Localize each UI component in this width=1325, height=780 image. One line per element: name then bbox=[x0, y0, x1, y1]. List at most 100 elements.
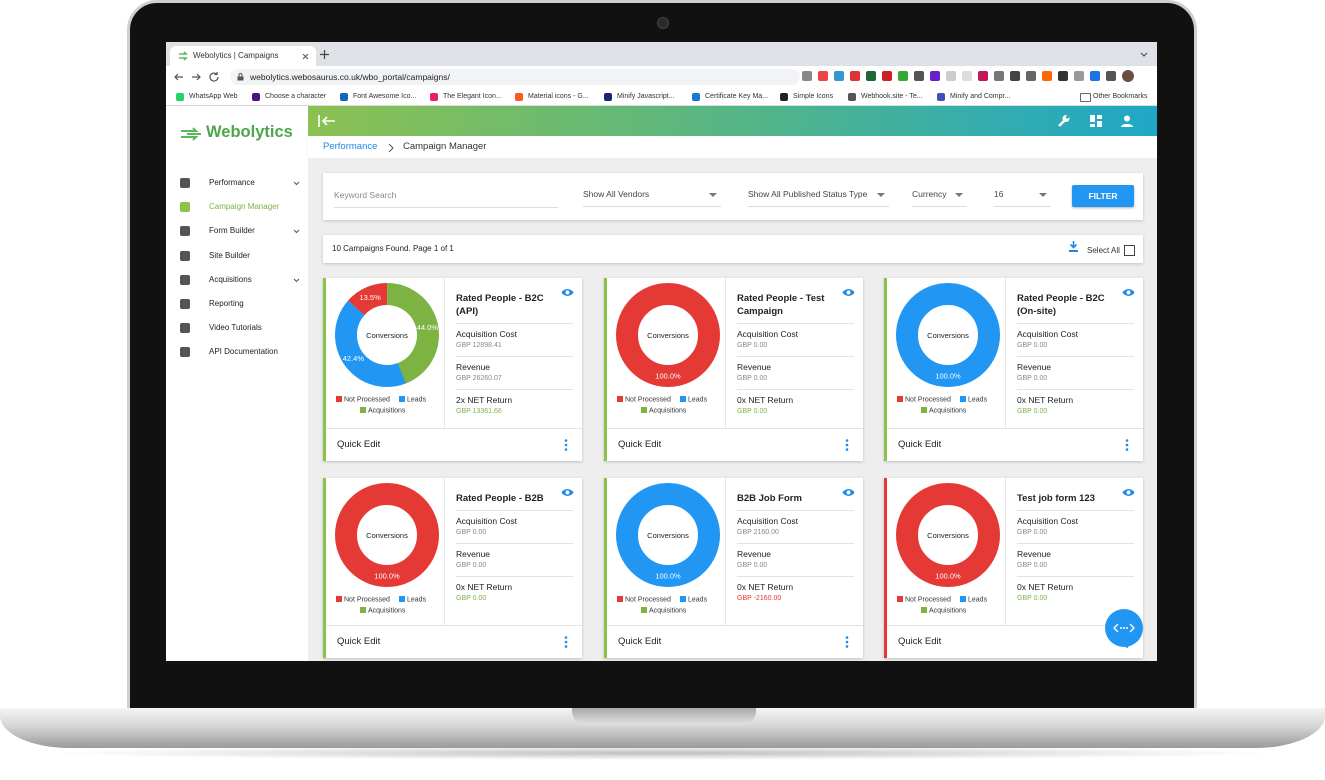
bookmark[interactable]: Minify and Compr... bbox=[950, 93, 1011, 100]
extension-icon[interactable] bbox=[994, 71, 1004, 81]
extension-icon[interactable] bbox=[1090, 71, 1100, 81]
breadcrumb-link[interactable]: Performance bbox=[323, 141, 378, 152]
view-button[interactable] bbox=[1122, 488, 1135, 497]
nav-buttons[interactable] bbox=[174, 72, 222, 82]
view-button[interactable] bbox=[842, 488, 855, 497]
extension-icon[interactable] bbox=[882, 71, 892, 81]
profile-button[interactable] bbox=[1121, 115, 1133, 127]
extension-icon[interactable] bbox=[1106, 71, 1116, 81]
new-tab[interactable] bbox=[320, 50, 329, 59]
filter-button[interactable]: FILTER bbox=[1072, 185, 1134, 207]
status-select[interactable]: Show All Published Status Type bbox=[748, 184, 889, 207]
stat-value: GBP 0.00 bbox=[456, 529, 487, 536]
status-select-text: Show All Published Status Type bbox=[748, 189, 868, 199]
sidebar-item[interactable]: Site Builder bbox=[166, 246, 308, 266]
dashboard-button[interactable] bbox=[1090, 115, 1102, 127]
view-button[interactable] bbox=[842, 288, 855, 297]
dot bbox=[564, 640, 568, 644]
sidebar-item[interactable]: Reporting bbox=[166, 294, 308, 314]
stat: 0x NET Return GBP 0.00 bbox=[737, 390, 854, 422]
extension-icon[interactable] bbox=[850, 71, 860, 81]
extension-icon[interactable] bbox=[834, 71, 844, 81]
extension-icon[interactable] bbox=[1074, 71, 1084, 81]
bookmark[interactable]: WhatsApp Web bbox=[189, 93, 238, 100]
tab-close[interactable] bbox=[302, 53, 309, 60]
bookmark[interactable]: Minify Javascript... bbox=[617, 93, 675, 100]
sidebar-item[interactable]: Acquisitions bbox=[166, 270, 308, 290]
bookmark[interactable]: Webhook.site - Te... bbox=[861, 93, 923, 100]
bookmark[interactable]: Font Awesome Ico... bbox=[353, 93, 417, 100]
bookmarks-bar: WhatsApp Web Choose a character Font Aweso… bbox=[166, 88, 1157, 106]
bookmark[interactable]: Simple Icons bbox=[793, 93, 834, 100]
tab-menu[interactable] bbox=[1140, 52, 1148, 57]
more-button[interactable] bbox=[564, 636, 568, 648]
select-all-checkbox[interactable] bbox=[1124, 245, 1135, 256]
bookmark[interactable]: Certificate Key Ma... bbox=[705, 93, 769, 100]
chevron-path bbox=[293, 278, 300, 283]
quick-edit[interactable]: Quick Edit bbox=[898, 439, 942, 450]
stat-value: GBP 0.00 bbox=[456, 595, 487, 602]
extension-icon[interactable] bbox=[818, 71, 828, 81]
view-button[interactable] bbox=[1122, 288, 1135, 297]
donut-center: Conversions bbox=[647, 531, 689, 540]
dot bbox=[845, 636, 849, 639]
profile-avatar[interactable] bbox=[1122, 70, 1134, 82]
laptop-shadow bbox=[40, 746, 1285, 760]
currency-select[interactable]: Currency bbox=[912, 184, 967, 207]
stat: Acquisition Cost GBP 0.00 bbox=[456, 511, 573, 544]
sidebar-item[interactable]: Performance bbox=[166, 173, 308, 193]
other-bookmarks[interactable]: Other Bookmarks bbox=[1093, 93, 1148, 100]
download-button[interactable] bbox=[1069, 241, 1078, 252]
extension-icon[interactable] bbox=[930, 71, 940, 81]
url-box[interactable]: webolytics.webosaurus.co.uk/wbo_portal/c… bbox=[230, 69, 800, 85]
extension-icon[interactable] bbox=[802, 71, 812, 81]
quick-edit[interactable]: Quick Edit bbox=[618, 439, 662, 450]
more-button[interactable] bbox=[564, 439, 568, 451]
quick-edit[interactable]: Quick Edit bbox=[337, 439, 381, 450]
vendor-select[interactable]: Show All Vendors bbox=[583, 184, 721, 207]
extension-icon[interactable] bbox=[978, 71, 988, 81]
donut-label: 44.0% bbox=[417, 323, 439, 332]
more-button[interactable] bbox=[845, 439, 849, 451]
extension-icon[interactable] bbox=[1042, 71, 1052, 81]
bookmark-icon bbox=[176, 93, 184, 101]
more-button[interactable] bbox=[1125, 439, 1129, 451]
currency-select-text: Currency bbox=[912, 189, 947, 199]
browser-tab[interactable]: Webolytics | Campaigns bbox=[170, 46, 316, 66]
extension-icon[interactable] bbox=[898, 71, 908, 81]
legend-label: Leads bbox=[688, 397, 708, 404]
bookmark-icon bbox=[848, 93, 856, 101]
bookmark[interactable]: Material icons - G... bbox=[528, 93, 589, 100]
donut-segment bbox=[335, 283, 439, 387]
fab-button[interactable] bbox=[1105, 609, 1143, 647]
per-page-select[interactable]: 16 bbox=[994, 184, 1051, 207]
extension-icon[interactable] bbox=[962, 71, 972, 81]
collapse-button[interactable] bbox=[318, 115, 336, 127]
quick-edit[interactable]: Quick Edit bbox=[337, 636, 381, 647]
extension-icon[interactable] bbox=[866, 71, 876, 81]
settings-button[interactable] bbox=[1056, 114, 1070, 128]
legend-label: Acquisitions bbox=[368, 408, 406, 415]
quick-edit[interactable]: Quick Edit bbox=[618, 636, 662, 647]
bookmark[interactable]: Choose a character bbox=[265, 93, 327, 100]
quick-edit[interactable]: Quick Edit bbox=[898, 636, 942, 647]
sidebar-item[interactable]: API Documentation bbox=[166, 342, 308, 362]
extension-icon[interactable] bbox=[946, 71, 956, 81]
sidebar-item[interactable]: Video Tutorials bbox=[166, 318, 308, 338]
more-button[interactable] bbox=[845, 636, 849, 648]
donut-center: Conversions bbox=[647, 331, 689, 340]
legend-label: Not Processed bbox=[905, 597, 951, 604]
campaign-card: 13.5% 42.4% 44.0% Conversions Not Processed L… bbox=[323, 278, 582, 461]
extension-icon[interactable] bbox=[1058, 71, 1068, 81]
extension-icon[interactable] bbox=[914, 71, 924, 81]
bookmark[interactable]: The Elegant Icon... bbox=[443, 93, 502, 100]
sidebar-item[interactable]: Campaign Manager bbox=[166, 197, 308, 217]
extension-icon[interactable] bbox=[1026, 71, 1036, 81]
donut-center: Conversions bbox=[927, 531, 969, 540]
keyword-search[interactable]: Keyword Search bbox=[334, 185, 558, 208]
extension-icon[interactable] bbox=[1010, 71, 1020, 81]
view-button[interactable] bbox=[561, 488, 574, 497]
card-chart: 100.0% Conversions Not Processed Leads Acqui… bbox=[887, 278, 1006, 428]
view-button[interactable] bbox=[561, 288, 574, 297]
sidebar-item[interactable]: Form Builder bbox=[166, 221, 308, 241]
